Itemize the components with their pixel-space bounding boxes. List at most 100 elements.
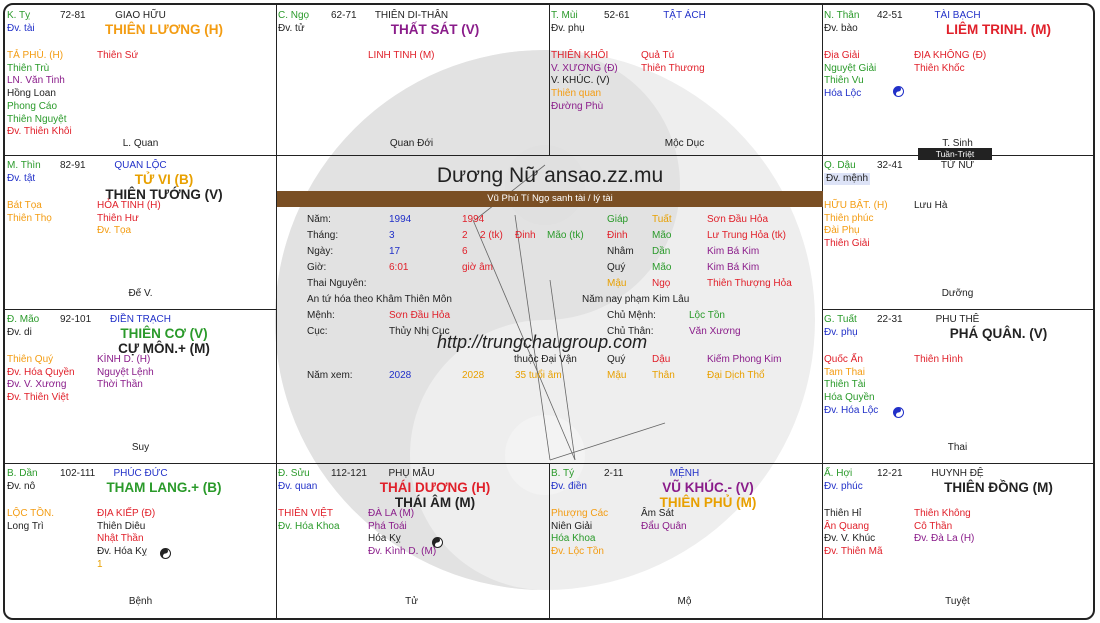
age-range: 52-61 xyxy=(604,10,630,21)
minor-star: Hóa Lộc xyxy=(824,88,862,100)
star-column-right: ĐỊA KHÔNG (Đ) Thiên Khốc xyxy=(914,50,986,75)
can-chi-label: N. Thân xyxy=(824,10,860,21)
main-star: TỬ VI (B) xyxy=(134,172,194,187)
minor-star: V. XƯƠNG (Đ) xyxy=(551,62,618,74)
minor-star: Nguyệt Lệnh xyxy=(97,366,154,378)
minor-star: Thiên Trù xyxy=(7,62,50,74)
website-url[interactable]: http://trungchaugroup.com xyxy=(437,332,648,352)
star-column-right: Âm Sát Đẩu Quân xyxy=(641,508,687,533)
minor-star: Đài Phụ xyxy=(824,225,860,237)
minor-star: Đv. Tọa xyxy=(97,225,132,237)
thai-nguyen-label: Thai Nguyên: xyxy=(307,278,367,289)
life-stage: Bệnh xyxy=(128,596,153,607)
minor-star: Đv. Thiên Mã xyxy=(824,546,883,558)
main-star: PHÁ QUÂN. (V) xyxy=(949,326,1048,341)
chu-menh-value: Lộc Tồn xyxy=(689,310,725,321)
palace-cell-mui[interactable]: T. Mùi 52-61 TẬT ÁCH Đv. phụ THIÊN KHÔI V. XƯ… xyxy=(549,5,820,155)
can-month: Đinh xyxy=(607,230,628,241)
dai-van-label: Đv. quan xyxy=(278,481,318,492)
can-chi-label: Đ. Mão xyxy=(7,314,40,325)
tuan-triet-badge: Tuần-Triệt xyxy=(918,148,992,160)
main-star: THÁI DƯƠNG (H) xyxy=(379,480,491,495)
life-stage: Tuyệt xyxy=(945,596,970,607)
minor-star: Thiên Vu xyxy=(824,75,864,87)
cuc-value: Thủy Nhị Cục xyxy=(389,326,450,337)
minor-star: Thời Thần xyxy=(97,379,143,391)
napam-year: Sơn Đầu Hỏa xyxy=(707,214,769,225)
palace-cell-thin[interactable]: M. Thìn 82-91 QUAN LỘC Đv. tật TỬ VI (B) THIÊ… xyxy=(5,155,276,305)
palace-name: PHỤ MẪU xyxy=(388,468,435,479)
star-column-right: ĐỊA KIẾP (Đ) Thiên Diêu Nhật Thần Đv. Hóa K… xyxy=(97,508,155,572)
minor-star: Phong Cáo xyxy=(7,100,58,112)
minor-star: LINH TINH (M) xyxy=(368,50,435,61)
life-stage: Đế V. xyxy=(128,288,153,299)
minor-star: TẢ PHÙ. (H) xyxy=(7,50,64,61)
minor-star: Thiên Quý xyxy=(7,354,54,365)
chi-nam-xem: Thân xyxy=(652,370,675,381)
minor-star: HỮU BẬT. (H) xyxy=(824,200,888,211)
chi-year: Tuất xyxy=(652,214,672,225)
palace-name: HUYNH ĐỆ xyxy=(931,468,984,479)
star-column-right: LINH TINH (M) xyxy=(368,50,434,63)
dai-van-label: Đv. mệnh xyxy=(824,173,871,185)
minor-star: LỘC TỒN. xyxy=(7,508,55,519)
can-chi-label: Ấ. Hợi xyxy=(824,468,853,479)
main-star: LIÊM TRINH. (M) xyxy=(946,22,1051,37)
palace-name: ĐIỀN TRẠCH xyxy=(110,314,171,325)
life-stage: Dưỡng xyxy=(941,288,974,299)
minor-star: V. KHÚC. (V) xyxy=(551,75,610,87)
minor-star: Đv. Lộc Tồn xyxy=(551,546,604,558)
palace-cell-ty2[interactable]: B. Tý 2-11 MỆNH Đv. điền VŨ KHÚC.- (V) THIÊN … xyxy=(549,463,820,613)
can-chi-label: M. Thìn xyxy=(7,160,41,171)
palace-cell-dau[interactable]: Q. Dậu 32-41 TỬ NỮ Đv. mệnh HỮU BẬT. (H) Thiê… xyxy=(822,155,1093,305)
star-column-right: ĐÀ LA (M) Phá Toái Hóa Kỵ Đv. Kình D. (M) xyxy=(368,508,436,559)
palace-cell-ngo[interactable]: C. Ngọ 62-71 THIÊN DI-THÂN Đv. tử THẤT SÁT (… xyxy=(276,5,547,155)
year-label: Năm: xyxy=(307,214,331,225)
cuc-label: Cục: xyxy=(307,326,328,337)
minor-star: Quả Tú xyxy=(641,50,675,61)
age-range: 42-51 xyxy=(877,10,903,21)
dai-van-label: Đv. tử xyxy=(278,23,305,34)
minor-star: ĐÀ LA (M) xyxy=(368,508,415,519)
palace-cell-suu[interactable]: Đ. Sửu 112-121 PHỤ MẪU Đv. quan THÁI DƯƠNG (… xyxy=(276,463,547,613)
month-chi-tk: Mão (tk) xyxy=(547,230,584,241)
palace-name: TỬ NỮ xyxy=(940,160,975,171)
day-solar: 17 xyxy=(389,246,401,257)
palace-cell-mao[interactable]: Đ. Mão 92-101 ĐIỀN TRẠCH Đv. di THIÊN CƠ (V)… xyxy=(5,309,276,459)
palace-cell-tuat[interactable]: G. Tuất 22-31 PHU THÊ Đv. phụ PHÁ QUÂN. (V) Q… xyxy=(822,309,1093,459)
palace-name: TÀI BẠCH xyxy=(934,10,981,21)
nam-xem-lunar: 2028 xyxy=(462,370,485,381)
dai-van-label: Đv. bào xyxy=(824,23,858,34)
dai-van-label: thuộc Đại Vận xyxy=(514,354,577,365)
chi-month: Mão xyxy=(652,230,672,241)
minor-star: Đường Phù xyxy=(551,100,604,112)
age-range: 82-91 xyxy=(60,160,86,171)
dai-van-label: Đv. phúc xyxy=(824,481,863,492)
main-star: THÁI ÂM (M) xyxy=(394,495,476,510)
minor-star: Đv. V. Xương xyxy=(7,379,67,391)
can-nam-xem: Mậu xyxy=(607,370,627,381)
minor-star: Bát Tọa xyxy=(7,200,42,211)
minor-star: Thiên Diêu xyxy=(97,520,146,532)
life-stage: Mộ xyxy=(677,596,692,607)
can-chi-label: T. Mùi xyxy=(551,10,578,21)
minor-star: LN. Văn Tinh xyxy=(7,75,65,87)
life-stage: Suy xyxy=(131,442,150,453)
hour-value: 6:01 xyxy=(389,262,409,273)
palace-cell-ty[interactable]: K. Tỵ 72-81 GIAO HỮU Đv. tài THIÊN LƯƠNG (H)… xyxy=(5,5,276,155)
age-range: 2-11 xyxy=(604,468,624,479)
age-range: 22-31 xyxy=(877,314,903,325)
can-hour: Quý xyxy=(607,262,626,273)
palace-cell-than[interactable]: N. Thân 42-51 TÀI BẠCH Đv. bào LIÊM TRINH. (… xyxy=(822,5,1093,155)
palace-cell-dan[interactable]: B. Dần 102-111 PHÚC ĐỨC Đv. nô THAM LANG.+ (… xyxy=(5,463,276,613)
palace-cell-hoi[interactable]: Ấ. Hợi 12-21 HUYNH ĐỆ Đv. phúc THIÊN ĐỒNG (M… xyxy=(822,463,1093,613)
minor-star: Địa Giải xyxy=(824,50,860,61)
chu-menh-label: Chủ Mệnh: xyxy=(607,310,656,321)
main-star: CỰ MÔN.+ (M) xyxy=(118,341,210,356)
minor-star: 1 xyxy=(97,558,103,570)
month-lunar: 2 xyxy=(462,230,468,241)
minor-star: Đv. Hóa Lộc xyxy=(824,404,879,416)
dai-van-label: Đv. nô xyxy=(7,481,36,492)
star-column-left: Quốc Ấn Tam Thai Thiên Tài Hóa Quyền Đv. Hóa… xyxy=(824,354,878,418)
minor-star: Tam Thai xyxy=(824,366,865,378)
